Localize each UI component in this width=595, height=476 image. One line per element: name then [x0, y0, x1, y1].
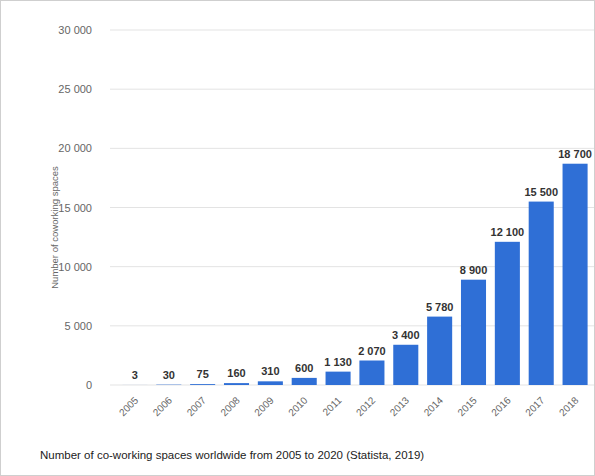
x-tick-label: 2009 — [252, 394, 276, 418]
x-tick-label: 2006 — [151, 394, 175, 418]
y-tick-label: 15 000 — [58, 202, 92, 214]
bars — [122, 164, 587, 385]
bar — [495, 242, 520, 385]
bar — [461, 280, 486, 385]
bar — [258, 381, 283, 385]
y-tick-label: 30 000 — [58, 24, 92, 36]
bar — [326, 372, 351, 385]
data-label: 75 — [197, 368, 209, 380]
bar — [292, 378, 317, 385]
x-tick-label: 2011 — [320, 394, 343, 417]
data-label: 600 — [295, 362, 313, 374]
x-tick-label: 2008 — [218, 394, 242, 418]
y-tick-label: 20 000 — [58, 142, 92, 154]
data-label: 8 900 — [460, 264, 488, 276]
bar — [529, 202, 554, 385]
data-label: 310 — [261, 365, 279, 377]
caption: Number of co-working spaces worldwide fr… — [40, 449, 424, 461]
bar — [156, 384, 181, 385]
data-label: 1 130 — [324, 356, 352, 368]
data-label: 3 — [132, 369, 138, 381]
data-label: 2 070 — [358, 345, 386, 357]
x-tick-label: 2015 — [455, 394, 479, 418]
x-tick-label: 2013 — [388, 394, 412, 418]
x-tick-label: 2010 — [286, 394, 310, 418]
data-label: 30 — [163, 369, 175, 381]
grid-line — [110, 266, 594, 267]
data-label: 3 400 — [392, 329, 420, 341]
bar — [393, 345, 418, 385]
frame — [1, 1, 595, 476]
x-tick-label: 2014 — [422, 394, 446, 418]
bar — [224, 383, 249, 385]
y-tick-label: 10 000 — [58, 261, 92, 273]
grid-line — [110, 89, 594, 90]
bar — [427, 317, 452, 385]
x-tick-label: 2018 — [557, 394, 581, 418]
y-axis-label: Number of coworking spaces — [49, 166, 60, 289]
data-label: 12 100 — [491, 226, 525, 238]
grid-line — [110, 30, 594, 31]
grid-line — [110, 325, 594, 326]
data-label: 5 780 — [426, 301, 454, 313]
y-tick-label: 0 — [86, 379, 92, 391]
x-tick-label: 2005 — [117, 394, 141, 418]
chart: 0 5 000 10 000 15 000 20 000 25 000 30 000 Numb… — [0, 0, 595, 476]
data-label: 160 — [227, 367, 245, 379]
x-tick-label: 2007 — [185, 394, 209, 418]
x-tick-label: 2016 — [489, 394, 513, 418]
y-tick-label: 5 000 — [64, 320, 92, 332]
bar — [359, 361, 384, 385]
bar — [190, 384, 215, 385]
grid-line — [110, 207, 594, 208]
data-label: 15 500 — [524, 186, 558, 198]
grid-line — [110, 148, 594, 149]
data-label: 18 700 — [558, 148, 592, 160]
bar — [563, 164, 588, 385]
y-tick-label: 25 000 — [58, 83, 92, 95]
bar — [122, 384, 147, 385]
x-tick-label: 2017 — [523, 394, 547, 418]
grid — [110, 30, 594, 385]
grid-line — [110, 385, 594, 386]
x-tick-label: 2012 — [354, 394, 378, 418]
